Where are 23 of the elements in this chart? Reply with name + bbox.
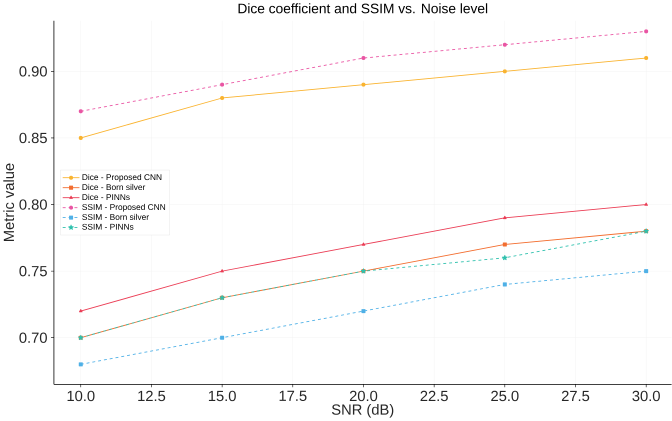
legend-label: SSIM - Proposed CNN [82,204,166,212]
y-tick-label: 0.70 [19,332,47,343]
legend-label: Dice - Born silver [82,184,146,190]
x-tick-label: 10.0 [68,390,95,402]
x-tick-label: 30.0 [632,390,660,402]
y-axis-title: Metric value [3,164,14,242]
x-axis-title: SNR (dB) [332,404,394,418]
y-tick-label: 0.90 [19,66,47,77]
y-tick-label: 0.85 [19,132,47,144]
x-tick-label: 25.0 [491,390,519,402]
x-tick-label: 22.5 [420,390,448,402]
y-tick-label: 0.75 [19,266,47,276]
x-tick-label: 12.5 [138,390,166,402]
legend-label: Dice - PINNs [82,194,130,200]
x-tick-label: 17.5 [280,390,306,402]
legend-label: SSIM - Born silver [82,214,149,220]
chart-title: Dice coefficient and SSIM vs. Noise level [238,3,488,14]
y-tick-label: 0.80 [19,199,47,210]
legend-label: Dice - Proposed CNN [82,174,162,182]
legend-label: SSIM - PINNs [82,224,134,230]
x-tick-label: 27.5 [562,390,590,402]
x-tick-label: 15.0 [208,390,236,402]
x-tick-label: 20.0 [350,390,378,402]
